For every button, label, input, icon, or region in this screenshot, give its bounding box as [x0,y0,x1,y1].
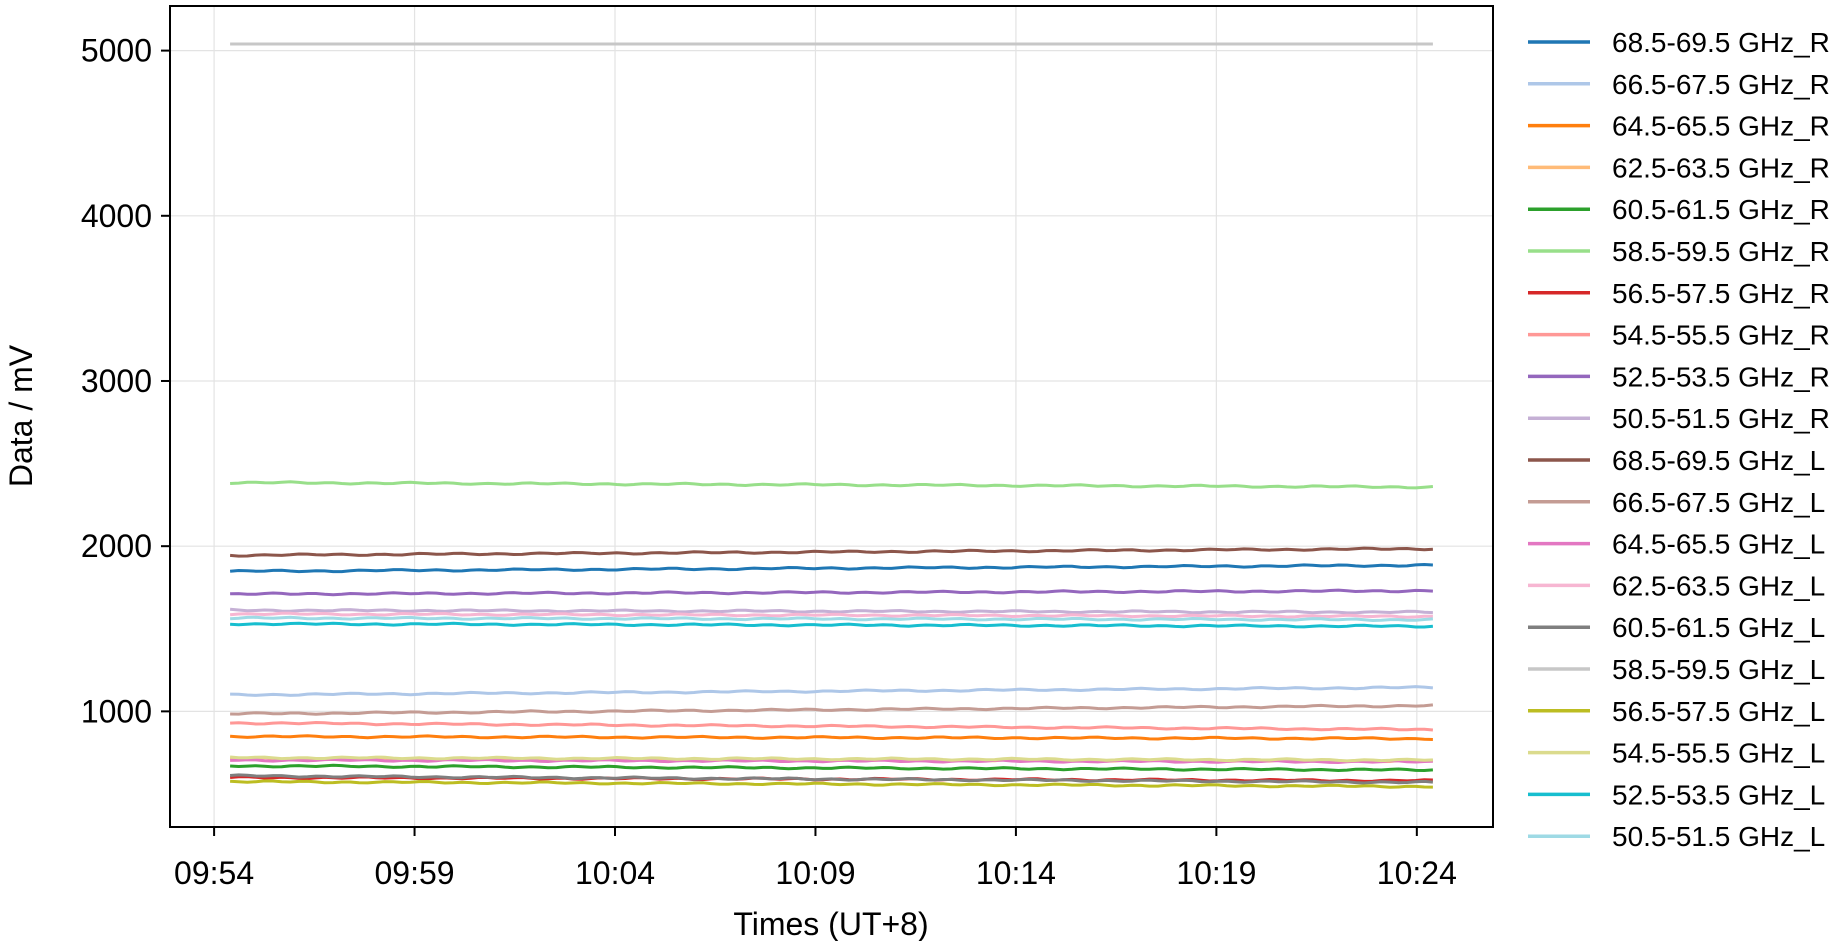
plot-series [229,42,1434,789]
x-axis-label: Times (UT+8) [733,906,928,941]
legend-label: 66.5-67.5 GHz_R [1612,69,1830,100]
y-axis: 1000 2000 3000 4000 5000 [81,33,170,729]
y-tick-label: 2000 [81,528,152,564]
series-line [229,734,1433,741]
series-line [230,721,1434,732]
series-line [229,773,1434,785]
y-tick-label: 3000 [81,363,152,399]
series-line [230,615,1434,622]
legend-label: 50.5-51.5 GHz_L [1612,821,1825,852]
series-line [230,779,1433,789]
y-tick-label: 5000 [81,33,152,69]
legend-label: 54.5-55.5 GHz_R [1612,320,1830,351]
x-tick-label: 10:09 [775,855,855,891]
legend-label: 66.5-67.5 GHz_L [1612,487,1825,518]
legend-label: 62.5-63.5 GHz_R [1612,152,1830,183]
legend-label: 50.5-51.5 GHz_R [1612,403,1830,434]
legend-label: 56.5-57.5 GHz_R [1612,278,1830,309]
series-line [229,607,1433,615]
y-tick-label: 1000 [81,693,152,729]
legend-label: 68.5-69.5 GHz_L [1612,445,1825,476]
plot-frame [169,5,1494,828]
series-line [229,546,1433,558]
series-line [230,703,1434,716]
legend-label: 64.5-65.5 GHz_L [1612,529,1825,560]
legend-label: 52.5-53.5 GHz_L [1612,779,1825,810]
grid [170,6,1493,827]
legend-label: 64.5-65.5 GHz_R [1612,111,1830,142]
x-tick-label: 10:19 [1176,855,1256,891]
legend: 68.5-69.5 GHz_R 66.5-67.5 GHz_R 64.5-65.5 … [1528,27,1830,852]
y-axis-label: Data / mV [3,344,39,487]
x-tick-label: 10:14 [976,855,1056,891]
x-tick-label: 10:04 [575,855,655,891]
legend-label: 60.5-61.5 GHz_L [1612,612,1825,643]
series-line [230,480,1434,490]
legend-label: 68.5-69.5 GHz_R [1612,27,1830,58]
x-axis: 09:54 09:59 10:04 10:09 10:14 10:19 10:24 [174,827,1457,891]
series-line [230,685,1434,697]
legend-label: 58.5-59.5 GHz_L [1612,654,1825,685]
x-tick-label: 10:24 [1377,855,1457,891]
legend-label: 56.5-57.5 GHz_L [1612,696,1825,727]
x-tick-label: 09:54 [174,855,254,891]
legend-label: 60.5-61.5 GHz_R [1612,194,1830,225]
legend-label: 54.5-55.5 GHz_L [1612,738,1825,769]
legend-label: 52.5-53.5 GHz_R [1612,361,1830,392]
series-line [230,763,1434,772]
legend-label: 58.5-59.5 GHz_R [1612,236,1830,267]
series-line [229,563,1433,574]
series-line [230,588,1433,597]
series-line [229,611,1433,619]
legend-label: 62.5-63.5 GHz_L [1612,570,1825,601]
y-tick-label: 4000 [81,198,152,234]
x-tick-label: 09:59 [375,855,455,891]
series-line [229,755,1433,763]
series-line [230,621,1434,629]
